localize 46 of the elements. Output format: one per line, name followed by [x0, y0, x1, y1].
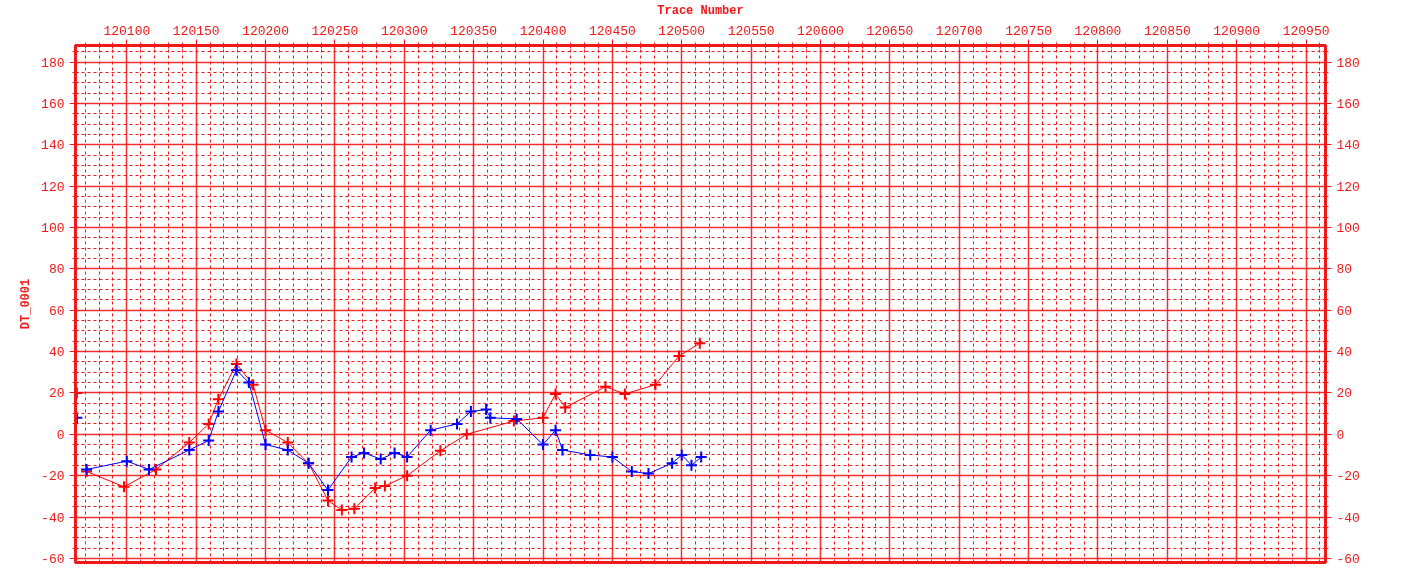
- x-tick-label: 120200: [242, 23, 289, 39]
- y-tick-label: 60: [48, 303, 65, 319]
- y-tick-label: 120: [41, 179, 65, 195]
- x-tick-label: 120500: [658, 23, 706, 39]
- x-tick-label: 120450: [589, 23, 636, 39]
- y2-tick-label: 120: [1336, 179, 1360, 195]
- y2-tick-label: -40: [1336, 510, 1360, 526]
- y2-tick-label: -60: [1336, 551, 1360, 567]
- y-tick-label: 180: [41, 55, 65, 71]
- x-axis-title: Trace Number: [657, 3, 744, 18]
- y-tick-label: -40: [41, 510, 65, 526]
- y-tick-label: 20: [48, 386, 65, 402]
- x-tick-label: 120750: [1005, 23, 1053, 39]
- x-tick-label: 120650: [866, 23, 914, 39]
- y-tick-label: 100: [41, 220, 65, 236]
- y-axis-title: DT_0001: [19, 278, 34, 330]
- y2-tick-label: 180: [1336, 55, 1360, 71]
- x-tick-label: 120600: [797, 23, 844, 39]
- y2-tick-label: 100: [1336, 220, 1360, 236]
- x-tick-label: 120150: [172, 23, 220, 39]
- y2-tick-label: 80: [1336, 262, 1353, 278]
- y2-tick-label: 160: [1336, 96, 1360, 112]
- x-tick-label: 120950: [1282, 23, 1330, 39]
- x-tick-label: 120400: [519, 23, 567, 39]
- y-tick-label: 80: [48, 262, 65, 278]
- y-tick-label: 0: [56, 427, 65, 443]
- x-tick-label: 120300: [380, 23, 428, 39]
- y-tick-label: 40: [48, 345, 65, 361]
- y2-tick-label: 40: [1336, 345, 1353, 361]
- y-tick-label: -60: [41, 551, 65, 567]
- y-tick-label: -20: [41, 469, 65, 485]
- y2-tick-label: 60: [1336, 303, 1353, 319]
- y2-tick-label: 0: [1336, 427, 1345, 443]
- x-tick-label: 120900: [1213, 23, 1261, 39]
- x-tick-label: 120550: [727, 23, 775, 39]
- x-tick-label: 120800: [1074, 23, 1122, 39]
- x-tick-label: 120350: [450, 23, 498, 39]
- y-tick-label: 140: [41, 138, 65, 154]
- x-tick-label: 120250: [311, 23, 359, 39]
- y2-tick-label: 140: [1336, 138, 1360, 154]
- x-tick-label: 120850: [1143, 23, 1191, 39]
- y2-tick-label: 20: [1336, 386, 1353, 402]
- x-tick-label: 120700: [935, 23, 983, 39]
- x-tick-label: 120100: [103, 23, 151, 39]
- y-tick-label: 160: [41, 96, 65, 112]
- y2-tick-label: -20: [1336, 469, 1360, 485]
